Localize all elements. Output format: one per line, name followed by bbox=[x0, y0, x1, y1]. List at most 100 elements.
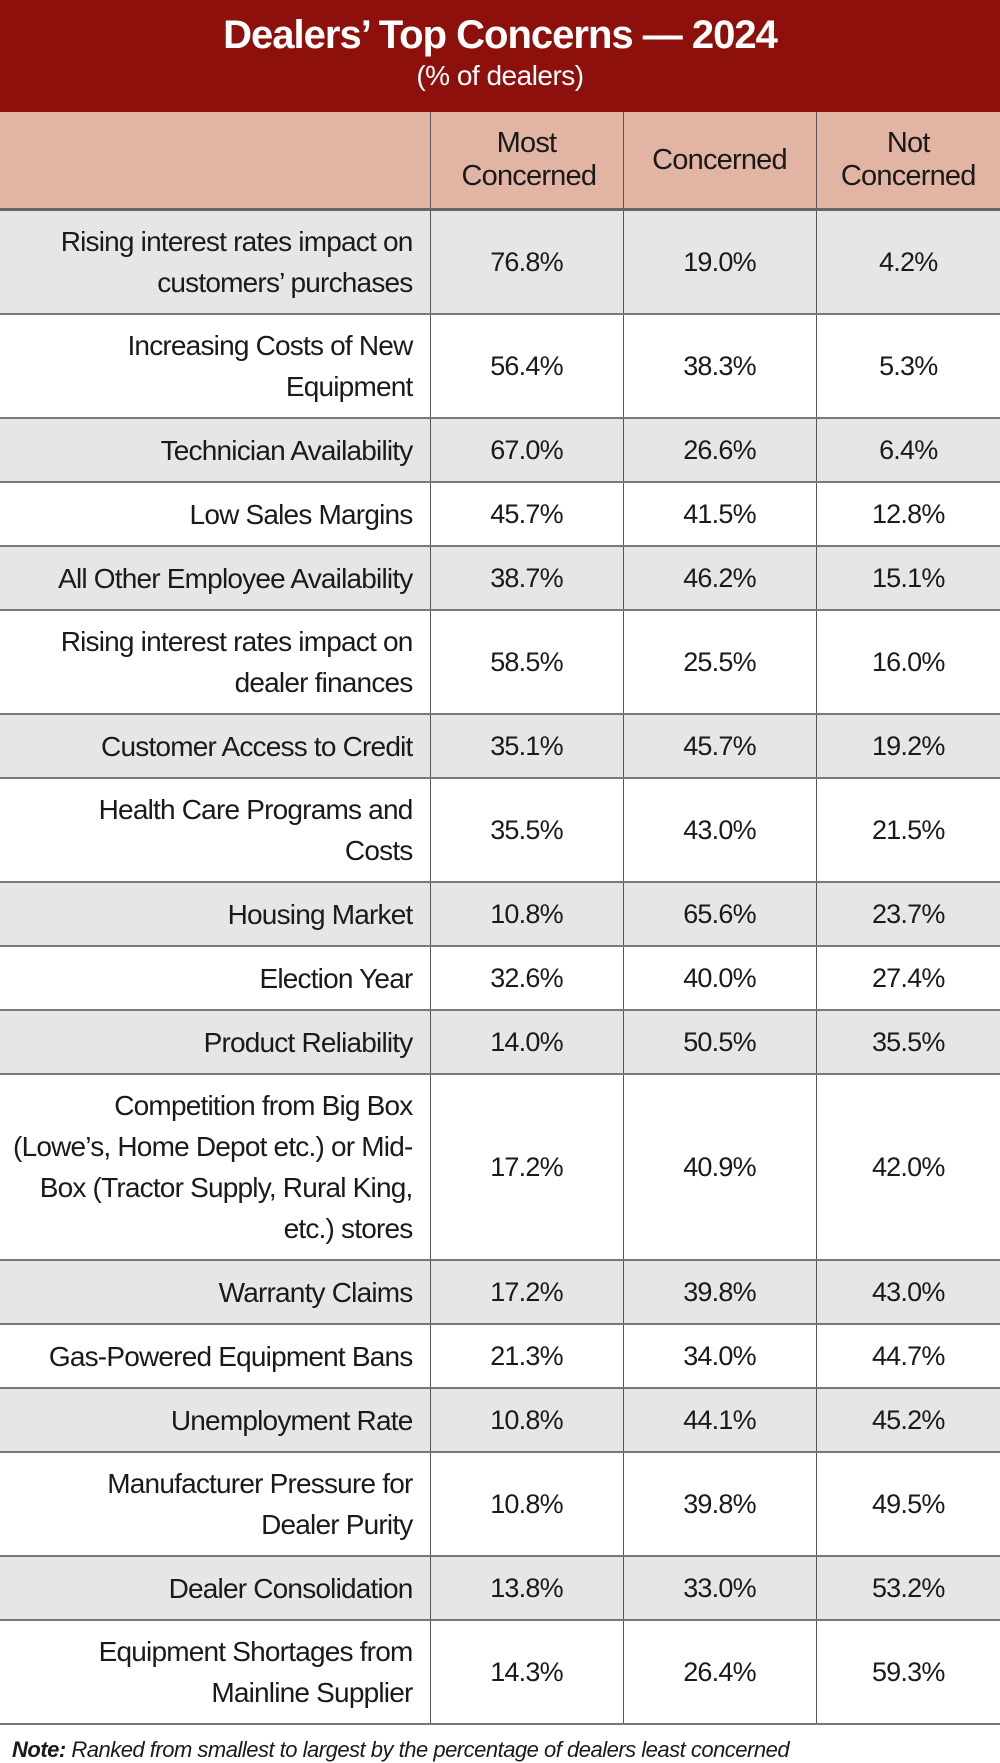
concern-label: Dealer Consolidation bbox=[0, 1556, 430, 1621]
table-row: Product Reliability 14.0% 50.5% 35.5% bbox=[0, 1010, 1000, 1075]
most-concerned-value: 13.8% bbox=[429, 1556, 623, 1621]
most-concerned-value: 35.5% bbox=[429, 778, 623, 883]
not-concerned-value: 6.4% bbox=[815, 418, 1000, 483]
column-header-concerned: Concerned bbox=[622, 112, 816, 211]
concerned-value: 40.9% bbox=[622, 1074, 816, 1261]
concerned-value: 50.5% bbox=[622, 1010, 816, 1075]
concern-label: Low Sales Margins bbox=[0, 482, 430, 547]
not-concerned-value: 4.2% bbox=[815, 209, 1000, 315]
most-concerned-value: 17.2% bbox=[429, 1260, 623, 1325]
most-concerned-value: 32.6% bbox=[429, 946, 623, 1011]
not-concerned-value: 15.1% bbox=[815, 546, 1000, 611]
concern-label: Product Reliability bbox=[0, 1010, 430, 1075]
column-header-concern bbox=[0, 112, 430, 211]
concerned-value: 33.0% bbox=[622, 1556, 816, 1621]
title-banner: Dealers’ Top Concerns — 2024 (% of deale… bbox=[0, 0, 1000, 112]
most-concerned-value: 56.4% bbox=[429, 314, 623, 419]
not-concerned-value: 59.3% bbox=[815, 1620, 1000, 1725]
not-concerned-value: 19.2% bbox=[815, 714, 1000, 779]
most-concerned-value: 14.3% bbox=[429, 1620, 623, 1725]
concern-label: Unemployment Rate bbox=[0, 1388, 430, 1453]
table-row: Unemployment Rate 10.8% 44.1% 45.2% bbox=[0, 1388, 1000, 1453]
table-row: Health Care Programs and Costs 35.5% 43.0%… bbox=[0, 778, 1000, 883]
not-concerned-value: 53.2% bbox=[815, 1556, 1000, 1621]
concern-label: Housing Market bbox=[0, 882, 430, 947]
table-row: Manufacturer Pressure for Dealer Purity 1… bbox=[0, 1452, 1000, 1557]
concern-label: Increasing Costs of New Equipment bbox=[0, 314, 430, 419]
page-subtitle: (% of dealers) bbox=[416, 60, 584, 91]
not-concerned-value: 21.5% bbox=[815, 778, 1000, 883]
concerned-value: 40.0% bbox=[622, 946, 816, 1011]
not-concerned-label: Not Concerned bbox=[840, 127, 976, 192]
table-row: Gas-Powered Equipment Bans 21.3% 34.0% 44.7… bbox=[0, 1324, 1000, 1389]
concerned-value: 34.0% bbox=[622, 1324, 816, 1389]
concerned-value: 44.1% bbox=[622, 1388, 816, 1453]
table-row: All Other Employee Availability 38.7% 46.2… bbox=[0, 546, 1000, 611]
most-concerned-value: 10.8% bbox=[429, 1452, 623, 1557]
concerned-value: 45.7% bbox=[622, 714, 816, 779]
table-row: Low Sales Margins 45.7% 41.5% 12.8% bbox=[0, 482, 1000, 547]
footnote: Note: Ranked from smallest to largest by… bbox=[0, 1725, 1000, 1763]
concern-label: Rising interest rates impact on dealer f… bbox=[0, 610, 430, 715]
table-row: Election Year 32.6% 40.0% 27.4% bbox=[0, 946, 1000, 1011]
most-concerned-value: 14.0% bbox=[429, 1010, 623, 1075]
not-concerned-value: 49.5% bbox=[815, 1452, 1000, 1557]
note-label: Note: bbox=[12, 1737, 66, 1762]
concern-label: Equipment Shortages from Mainline Suppli… bbox=[0, 1620, 430, 1725]
concern-label: Rising interest rates impact on customer… bbox=[0, 209, 430, 315]
concerned-value: 41.5% bbox=[622, 482, 816, 547]
concerned-value: 46.2% bbox=[622, 546, 816, 611]
concern-label: Election Year bbox=[0, 946, 430, 1011]
not-concerned-value: 16.0% bbox=[815, 610, 1000, 715]
concern-label: Health Care Programs and Costs bbox=[0, 778, 430, 883]
table-row: Competition from Big Box (Lowe’s, Home D… bbox=[0, 1074, 1000, 1261]
table-row: Equipment Shortages from Mainline Suppli… bbox=[0, 1620, 1000, 1725]
concerned-value: 25.5% bbox=[622, 610, 816, 715]
concern-label: Gas-Powered Equipment Bans bbox=[0, 1324, 430, 1389]
most-concerned-label: Most Concerned bbox=[461, 127, 597, 192]
column-header-not-concerned: Not Concerned bbox=[815, 112, 1000, 211]
table-row: Customer Access to Credit 35.1% 45.7% 19.2% bbox=[0, 714, 1000, 779]
concerned-value: 26.6% bbox=[622, 418, 816, 483]
not-concerned-value: 43.0% bbox=[815, 1260, 1000, 1325]
most-concerned-value: 45.7% bbox=[429, 482, 623, 547]
concerned-value: 38.3% bbox=[622, 314, 816, 419]
most-concerned-value: 38.7% bbox=[429, 546, 623, 611]
most-concerned-value: 10.8% bbox=[429, 882, 623, 947]
note-text: Ranked from smallest to largest by the p… bbox=[65, 1737, 790, 1762]
table-row: Warranty Claims 17.2% 39.8% 43.0% bbox=[0, 1260, 1000, 1325]
table-row: Rising interest rates impact on dealer f… bbox=[0, 610, 1000, 715]
concerned-value: 39.8% bbox=[622, 1452, 816, 1557]
concern-label: Technician Availability bbox=[0, 418, 430, 483]
not-concerned-value: 45.2% bbox=[815, 1388, 1000, 1453]
most-concerned-value: 76.8% bbox=[429, 209, 623, 315]
not-concerned-value: 5.3% bbox=[815, 314, 1000, 419]
concern-label: Manufacturer Pressure for Dealer Purity bbox=[0, 1452, 430, 1557]
column-header-most-concerned: Most Concerned bbox=[429, 112, 623, 211]
concerned-value: 65.6% bbox=[622, 882, 816, 947]
table-row: Increasing Costs of New Equipment 56.4% 38… bbox=[0, 314, 1000, 419]
table-row: Technician Availability 67.0% 26.6% 6.4% bbox=[0, 418, 1000, 483]
table-row: Dealer Consolidation 13.8% 33.0% 53.2% bbox=[0, 1556, 1000, 1621]
not-concerned-value: 27.4% bbox=[815, 946, 1000, 1011]
concerned-value: 39.8% bbox=[622, 1260, 816, 1325]
most-concerned-value: 35.1% bbox=[429, 714, 623, 779]
most-concerned-value: 58.5% bbox=[429, 610, 623, 715]
most-concerned-value: 17.2% bbox=[429, 1074, 623, 1261]
most-concerned-value: 10.8% bbox=[429, 1388, 623, 1453]
concern-label: All Other Employee Availability bbox=[0, 546, 430, 611]
concerned-value: 43.0% bbox=[622, 778, 816, 883]
concern-label: Competition from Big Box (Lowe’s, Home D… bbox=[0, 1074, 430, 1261]
table-row: Rising interest rates impact on customer… bbox=[0, 209, 1000, 315]
column-header-row: Most Concerned Concerned Not Concerned bbox=[0, 112, 1000, 211]
not-concerned-value: 23.7% bbox=[815, 882, 1000, 947]
concerned-value: 26.4% bbox=[622, 1620, 816, 1725]
not-concerned-value: 12.8% bbox=[815, 482, 1000, 547]
most-concerned-value: 21.3% bbox=[429, 1324, 623, 1389]
not-concerned-value: 35.5% bbox=[815, 1010, 1000, 1075]
concerns-table: Most Concerned Concerned Not Concerned R… bbox=[0, 112, 1000, 1725]
concern-label: Customer Access to Credit bbox=[0, 714, 430, 779]
concern-label: Warranty Claims bbox=[0, 1260, 430, 1325]
most-concerned-value: 67.0% bbox=[429, 418, 623, 483]
page-title: Dealers’ Top Concerns — 2024 bbox=[223, 13, 778, 57]
